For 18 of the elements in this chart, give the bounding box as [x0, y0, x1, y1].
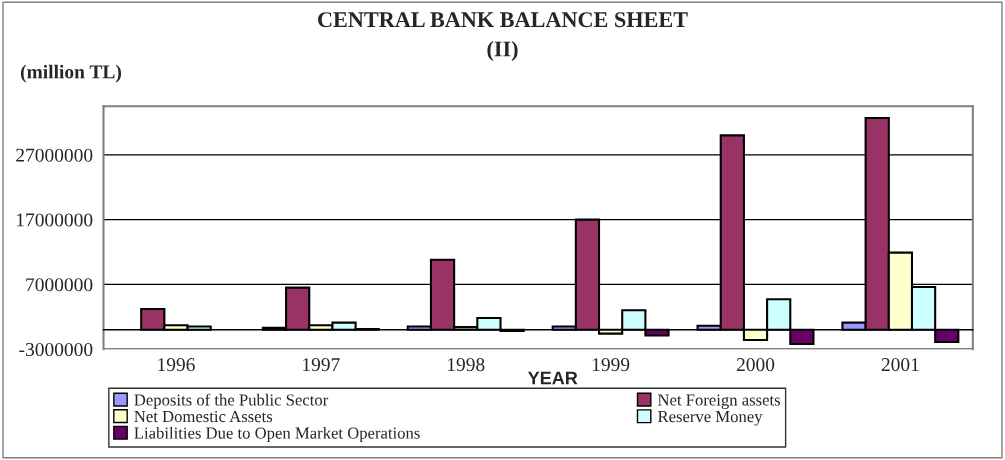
x-tick-label: 2000: [736, 358, 775, 372]
x-tick-label: 1998: [448, 358, 485, 372]
chart-title: CENTRAL BANK BALANCE SHEET (II): [318, 12, 688, 62]
y-tick-label: -3000000: [19, 342, 93, 357]
y-tick-label: 7000000: [26, 278, 93, 292]
x-axis-title: YEAR: [527, 371, 578, 385]
x-tick-label: 2001: [881, 358, 919, 372]
legend-label: Liabilities Due to Open Market Operations: [134, 426, 420, 443]
x-tick-label: 1999: [592, 358, 630, 372]
x-tick-label: 1996: [158, 358, 195, 372]
legend-label: Reserve Money: [657, 411, 763, 426]
legend-label: Net Foreign assets: [657, 394, 781, 410]
legend-label: Deposits of the Public Sector: [134, 393, 329, 409]
y-axis-title: (million TL): [20, 64, 121, 83]
x-tick-label: 1997: [303, 358, 340, 372]
y-tick-label: 17000000: [17, 213, 93, 227]
legend-label: Net Domestic Assets: [134, 410, 273, 423]
y-tick-label: 27000000: [16, 148, 93, 162]
